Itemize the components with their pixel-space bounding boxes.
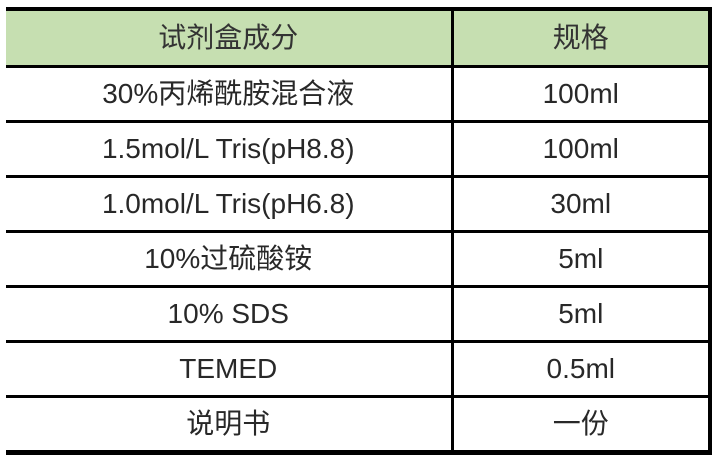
reagent-kit-table: 试剂盒成分 规格 30%丙烯酰胺混合液 100ml 1.5mol/L Tris(… — [6, 7, 712, 455]
table-row: 1.5mol/L Tris(pH8.8) 100ml — [6, 121, 712, 178]
table-row: TEMED 0.5ml — [6, 341, 712, 398]
cell-spec: 100ml — [452, 121, 712, 178]
cell-component: TEMED — [6, 341, 454, 398]
cell-component: 10% SDS — [6, 286, 454, 343]
cell-component: 说明书 — [6, 396, 454, 455]
cell-spec: 30ml — [452, 176, 712, 233]
cell-spec: 一份 — [452, 396, 712, 455]
table-container: 试剂盒成分 规格 30%丙烯酰胺混合液 100ml 1.5mol/L Tris(… — [6, 7, 712, 455]
table-row: 30%丙烯酰胺混合液 100ml — [6, 66, 712, 123]
cell-component: 1.5mol/L Tris(pH8.8) — [6, 121, 454, 178]
table-row: 说明书 一份 — [6, 396, 712, 455]
column-header-component: 试剂盒成分 — [6, 7, 454, 68]
cell-component: 1.0mol/L Tris(pH6.8) — [6, 176, 454, 233]
column-header-spec: 规格 — [452, 7, 712, 68]
header-row: 试剂盒成分 规格 — [6, 7, 712, 68]
cell-spec: 0.5ml — [452, 341, 712, 398]
table-row: 1.0mol/L Tris(pH6.8) 30ml — [6, 176, 712, 233]
table-row: 10%过硫酸铵 5ml — [6, 231, 712, 288]
cell-component: 10%过硫酸铵 — [6, 231, 454, 288]
cell-spec: 5ml — [452, 231, 712, 288]
cell-spec: 100ml — [452, 66, 712, 123]
cell-component: 30%丙烯酰胺混合液 — [6, 66, 454, 123]
table-row: 10% SDS 5ml — [6, 286, 712, 343]
cell-spec: 5ml — [452, 286, 712, 343]
